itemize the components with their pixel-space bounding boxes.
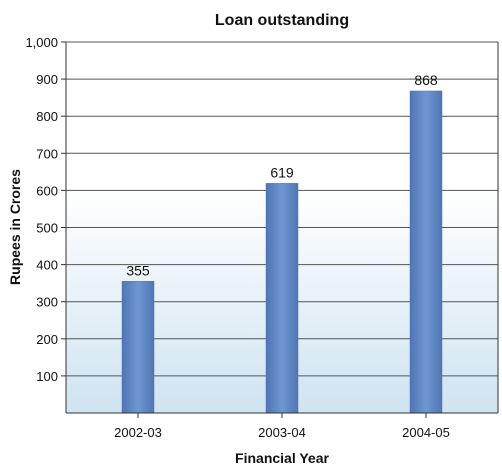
y-tick-label: 200 (36, 332, 58, 347)
y-tick-label: 700 (36, 146, 58, 161)
data-label: 619 (270, 164, 294, 180)
bar (409, 90, 443, 414)
data-label: 868 (414, 72, 438, 88)
x-tick-label: 2003-04 (258, 425, 306, 440)
y-tick-label: 500 (36, 221, 58, 236)
y-tick-label: 600 (36, 183, 58, 198)
y-tick-label: 300 (36, 295, 58, 310)
x-tick-label: 2004-05 (402, 425, 450, 440)
data-label: 355 (126, 262, 150, 278)
y-tick-label: 1,000 (25, 35, 58, 50)
bar (265, 183, 299, 414)
y-tick-label: 800 (36, 109, 58, 124)
y-tick-label: 100 (36, 369, 58, 384)
chart-title: Loan outstanding (215, 12, 349, 29)
x-tick-label: 2002-03 (114, 425, 162, 440)
y-axis-title: Rupees in Crores (7, 169, 23, 285)
x-axis-title: Financial Year (235, 450, 329, 466)
bar (121, 281, 155, 414)
y-tick-label: 400 (36, 258, 58, 273)
y-tick-label: 900 (36, 72, 58, 87)
